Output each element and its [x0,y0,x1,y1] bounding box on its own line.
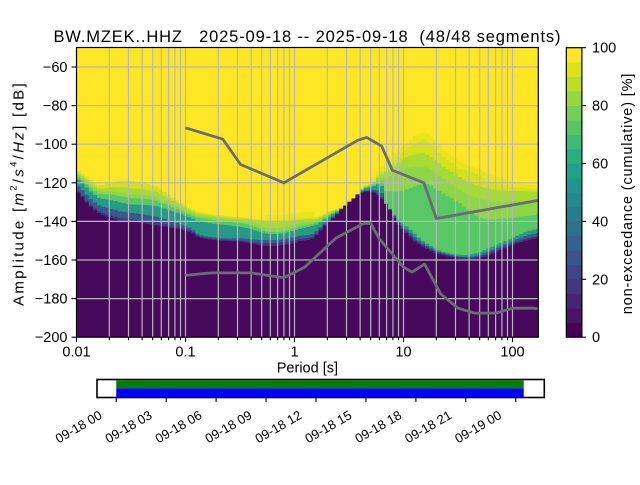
svg-text:100: 100 [500,345,524,361]
svg-text:−80: −80 [43,99,68,115]
svg-text:−120: −120 [35,176,68,192]
svg-text:10: 10 [395,345,411,361]
svg-text:0.01: 0.01 [62,345,90,361]
svg-text:1: 1 [290,345,298,361]
svg-text:−100: −100 [35,137,68,153]
svg-text:BW.MZEK..HHZ 2025-09-18 -- 2: BW.MZEK..HHZ 2025-09-18 -- 2025-09-18 (4… [53,28,561,46]
svg-text:40: 40 [592,214,608,230]
svg-text:−160: −160 [35,253,68,269]
svg-text:20: 20 [592,272,608,288]
svg-text:non-exceedance (cumulative) [%: non-exceedance (cumulative) [%] [620,73,636,315]
svg-text:80: 80 [592,99,608,115]
svg-text:60: 60 [592,157,608,173]
svg-text:0.1: 0.1 [175,345,195,361]
svg-text:Period [s]: Period [s] [277,361,338,377]
svg-text:100: 100 [592,41,616,57]
svg-text:−60: −60 [43,60,68,76]
svg-text:0: 0 [592,330,600,346]
svg-text:−200: −200 [35,330,68,346]
svg-text:−180: −180 [35,292,68,308]
svg-text:−140: −140 [35,214,68,230]
svg-text:Amplitude [m2/s4/Hz] [dB]: Amplitude [m2/s4/Hz] [dB] [9,81,28,306]
